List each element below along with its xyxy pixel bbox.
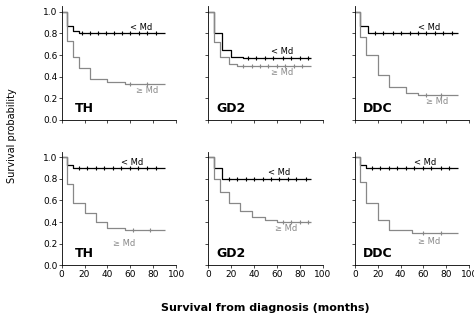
Text: GD2: GD2 [217,101,246,115]
Text: < Md: < Md [268,168,290,177]
Text: < Md: < Md [418,23,440,32]
Text: ≥ Md: ≥ Md [418,237,440,246]
Text: DDC: DDC [363,101,392,115]
Text: DDC: DDC [363,247,392,260]
Text: TH: TH [75,247,94,260]
Text: < Md: < Md [271,47,293,56]
Text: Survival probability: Survival probability [7,88,17,183]
Text: ≥ Md: ≥ Md [271,68,293,77]
Text: ≥ Md: ≥ Md [113,239,136,248]
Text: TH: TH [75,101,94,115]
Text: GD2: GD2 [217,247,246,260]
Text: Survival from diagnosis (months): Survival from diagnosis (months) [161,303,370,313]
Text: ≥ Md: ≥ Md [426,97,448,106]
Text: ≥ Md: ≥ Md [136,86,158,95]
Text: < Md: < Md [130,23,153,32]
Text: < Md: < Md [121,158,144,167]
Text: < Md: < Md [414,158,437,167]
Text: ≥ Md: ≥ Md [274,224,297,233]
